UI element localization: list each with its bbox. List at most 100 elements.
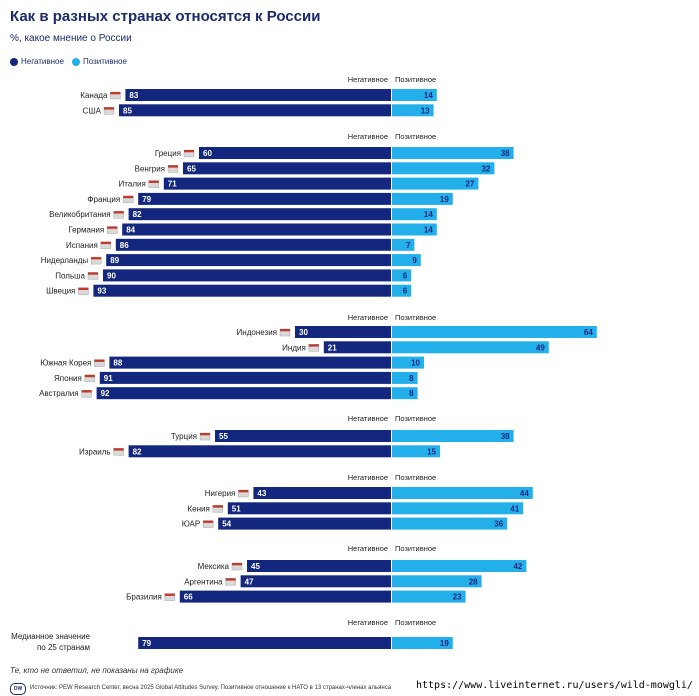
column-header-negative: Негативное — [348, 75, 388, 84]
data-label-negative: 45 — [251, 562, 260, 571]
data-label-negative: 85 — [123, 106, 132, 115]
bar-positive-италия — [392, 177, 479, 190]
country-label-индонезия: Индонезия — [237, 328, 277, 337]
footnote: Те, кто не ответил, не показаны на графи… — [10, 666, 184, 675]
flag-icon-stripe — [84, 374, 95, 378]
flag-icon-stripe — [148, 180, 159, 183]
column-header-positive: Позитивное — [395, 544, 436, 553]
bar-positive-аргентина — [392, 575, 482, 588]
data-label-negative: 54 — [222, 520, 231, 529]
data-label-positive: 8 — [409, 389, 414, 398]
watermark-url[interactable]: https://www.liveinternet.ru/users/wild-m… — [414, 680, 695, 691]
bar-negative-германия — [122, 223, 391, 236]
flag-icon-stripe — [113, 211, 124, 214]
flag-icon-stripe — [238, 490, 249, 493]
legend-positive: Позитивное — [71, 57, 127, 66]
legend-negative-swatch — [10, 57, 18, 66]
column-header-positive: Позитивное — [395, 313, 436, 322]
data-label-positive: 19 — [440, 639, 449, 648]
data-label-negative: 47 — [245, 577, 254, 586]
bar-negative-франция — [138, 192, 391, 205]
bar-positive-испания — [392, 238, 415, 251]
bar-positive-бразилия — [392, 590, 466, 603]
data-label-negative: 71 — [168, 180, 177, 189]
data-label-negative: 84 — [126, 226, 135, 235]
bar-positive-сша — [392, 104, 434, 117]
bar-positive-великобритания — [392, 208, 437, 221]
data-label-positive: 8 — [409, 374, 414, 383]
country-label-польша: Польша — [55, 271, 85, 280]
bar-negative-бразилия — [179, 590, 391, 603]
country-label-швеция: Швеция — [46, 287, 75, 296]
data-label-positive: 14 — [424, 210, 433, 219]
data-label-positive: 36 — [494, 520, 503, 529]
flag-icon-stripe — [110, 92, 121, 95]
bar-negative-южная-корея — [109, 356, 392, 369]
country-label-бразилия: Бразилия — [126, 593, 162, 602]
column-header-negative: Негативное — [348, 544, 388, 553]
data-label-negative: 30 — [299, 328, 308, 337]
bar-positive-швеция — [392, 284, 412, 297]
data-label-negative: 86 — [120, 241, 129, 250]
bar-negative-кения — [227, 502, 391, 515]
flag-icon-stripe — [94, 359, 105, 362]
data-label-negative: 51 — [232, 504, 241, 513]
data-label-positive: 38 — [501, 149, 510, 158]
flag-icon-stripe — [200, 433, 210, 436]
data-label-positive: 14 — [424, 91, 433, 100]
data-label-negative: 82 — [133, 447, 142, 456]
data-label-positive: 7 — [406, 241, 411, 250]
country-label-нидерланды: Нидерланды — [41, 256, 89, 265]
dw-logo: DW — [10, 683, 26, 695]
data-label-positive: 9 — [412, 256, 417, 265]
flag-icon-stripe — [107, 226, 118, 229]
data-label-negative: 79 — [142, 639, 151, 648]
data-label-positive: 19 — [440, 195, 449, 204]
source-note: Источник: PEW Research Center, весна 202… — [30, 685, 392, 691]
data-label-negative: 83 — [129, 91, 138, 100]
data-label-negative: 60 — [203, 149, 212, 158]
bar-negative-аргентина — [240, 575, 391, 588]
country-label-нигерия: Нигерия — [205, 489, 236, 498]
flag-icon-stripe — [212, 505, 223, 508]
data-label-positive: 28 — [469, 577, 478, 586]
bar-positive-медианное-значение-по-25-странам — [392, 637, 453, 649]
bar-positive-польша — [392, 269, 412, 282]
data-label-negative: 92 — [101, 389, 110, 398]
bar-negative-канада — [125, 89, 392, 101]
country-label-канада: Канада — [80, 91, 108, 100]
data-label-positive: 27 — [465, 180, 474, 189]
country-label-испания: Испания — [66, 241, 98, 250]
column-header-positive: Позитивное — [395, 132, 436, 141]
country-label-германия: Германия — [68, 226, 104, 235]
bar-positive-австралия — [392, 387, 418, 400]
bar-positive-индонезия — [392, 326, 597, 338]
data-label-negative: 88 — [113, 359, 122, 368]
column-header-negative: Негативное — [348, 313, 388, 322]
bar-positive-франция — [392, 192, 453, 205]
bar-negative-италия — [163, 177, 391, 190]
country-label-израиль: Израиль — [79, 447, 111, 456]
flag-icon-stripe — [232, 563, 242, 566]
bar-negative-индонезия — [295, 326, 391, 338]
country-label-великобритания: Великобритания — [49, 210, 110, 219]
bar-negative-нигерия — [253, 487, 391, 499]
legend-positive-swatch — [71, 57, 80, 66]
data-label-positive: 10 — [411, 359, 420, 368]
data-label-positive: 15 — [427, 447, 436, 456]
bar-negative-медианное-значение-по-25-странам — [138, 637, 391, 649]
country-label-индия: Индия — [282, 343, 306, 352]
data-label-positive: 23 — [453, 593, 462, 602]
bar-positive-кения — [392, 502, 524, 515]
country-label-греция: Греция — [155, 149, 181, 158]
bar-negative-венгрия — [183, 162, 391, 175]
column-header-positive: Позитивное — [395, 473, 436, 482]
data-label-negative: 55 — [219, 432, 228, 441]
flag-icon-stripe — [308, 344, 319, 347]
bar-negative-испания — [115, 238, 392, 251]
country-label-median-line1: Медианное значение — [11, 632, 90, 641]
bar-negative-сша — [119, 104, 391, 117]
flag-icon-stripe — [91, 257, 102, 260]
column-header-negative: Негативное — [348, 473, 388, 482]
